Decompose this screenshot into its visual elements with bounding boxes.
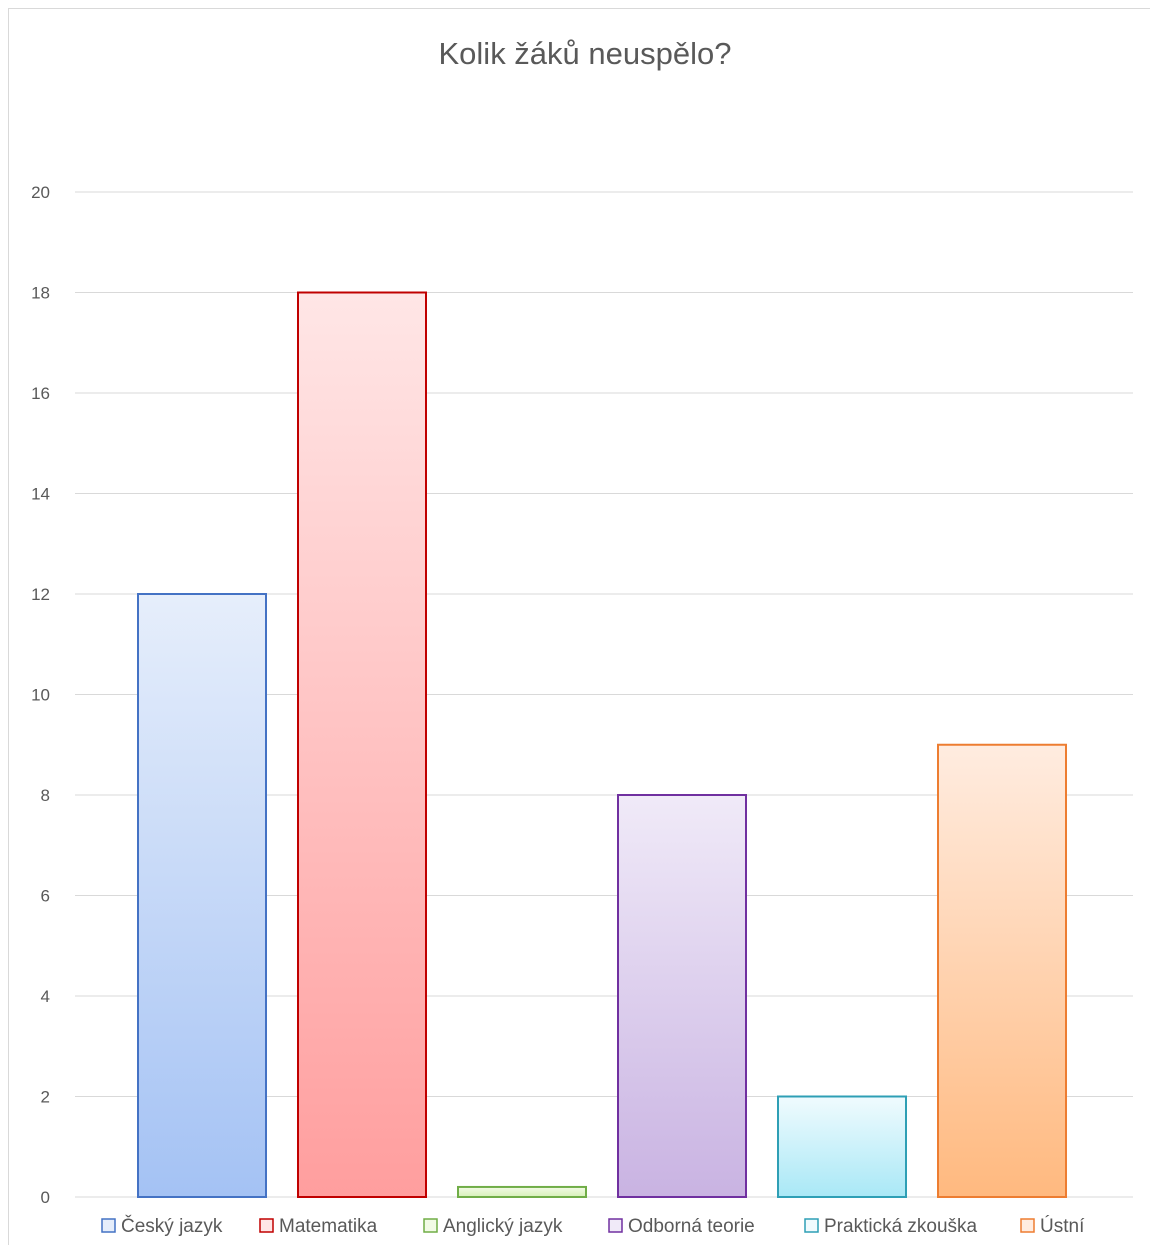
y-tick-label: 8 xyxy=(41,786,50,805)
bar-anglický-jazyk xyxy=(457,1185,587,1198)
bar-český-jazyk xyxy=(137,593,267,1198)
legend-label: Český jazyk xyxy=(121,1215,223,1237)
legend-swatch xyxy=(1020,1218,1035,1233)
legend-label: Praktická zkouška xyxy=(824,1216,978,1237)
legend-label: Anglický jazyk xyxy=(443,1216,563,1237)
y-tick-label: 16 xyxy=(31,384,50,403)
legend-swatch xyxy=(259,1218,274,1233)
y-tick-label: 14 xyxy=(31,485,50,504)
legend-swatch xyxy=(423,1218,438,1233)
y-tick-label: 10 xyxy=(31,686,50,705)
y-tick-label: 4 xyxy=(41,987,50,1006)
y-tick-label: 0 xyxy=(41,1188,50,1207)
legend-swatch xyxy=(804,1218,819,1233)
y-tick-label: 6 xyxy=(41,887,50,906)
bar-praktická-zkouška xyxy=(777,1095,907,1198)
y-tick-label: 20 xyxy=(31,183,50,202)
bar-odborná-teorie xyxy=(617,794,747,1198)
y-tick-label: 2 xyxy=(41,1088,50,1107)
legend-swatch xyxy=(608,1218,623,1233)
y-tick-label: 12 xyxy=(31,585,50,604)
bar-ústní xyxy=(937,743,1067,1198)
legend-label: Matematika xyxy=(279,1216,378,1237)
y-tick-label: 18 xyxy=(31,284,50,303)
chart-title: Kolik žáků neuspělo? xyxy=(438,36,732,71)
legend-label: Ústní xyxy=(1040,1215,1085,1237)
bar-matematika xyxy=(297,291,427,1198)
legend-label: Odborná teorie xyxy=(628,1216,755,1237)
legend-swatch xyxy=(101,1218,116,1233)
